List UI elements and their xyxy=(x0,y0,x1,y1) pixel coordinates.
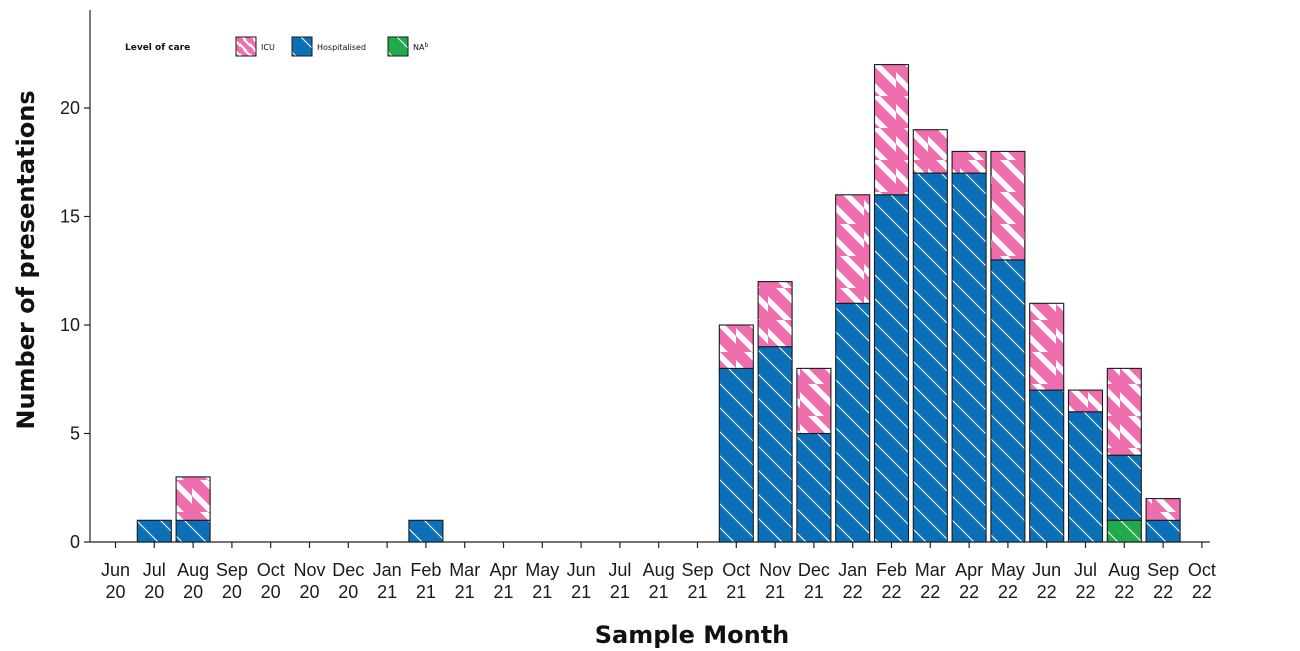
bar-icu-jan-22 xyxy=(835,194,871,304)
legend-swatch-na xyxy=(387,36,409,57)
x-tick-label: Aug 22 xyxy=(1108,560,1140,602)
x-tick-label: Sep 21 xyxy=(681,560,713,602)
legend-label-icu: ICU xyxy=(261,43,275,52)
x-tick-label: Jun 22 xyxy=(1032,560,1061,602)
x-tick-label: Jun 21 xyxy=(567,560,596,602)
x-tick-label: Dec 20 xyxy=(332,560,364,602)
x-axis-title: Sample Month xyxy=(595,621,790,649)
legend-swatch-hospitalised xyxy=(291,36,313,57)
bar-icu-oct-21 xyxy=(718,324,754,369)
y-tick-label: 15 xyxy=(60,207,80,227)
bar-icu-may-22 xyxy=(990,150,1026,261)
x-tick-label: Nov 21 xyxy=(759,560,791,602)
x-tick-label: Jul 22 xyxy=(1074,560,1097,602)
bar-hospitalised-jul-22 xyxy=(1067,411,1104,543)
bar-hospitalised-dec-21 xyxy=(796,432,832,543)
bar-hospitalised-aug-22 xyxy=(1106,454,1142,521)
x-tick-label: Aug 20 xyxy=(177,560,209,602)
x-tick-label: Oct 21 xyxy=(722,560,750,602)
bar-icu-nov-21 xyxy=(757,281,793,348)
x-tick-label: Mar 21 xyxy=(449,560,480,602)
x-tick-label: Jul 21 xyxy=(608,560,631,602)
bar-hospitalised-feb-21 xyxy=(408,519,444,543)
x-tick-label: Jan 22 xyxy=(838,560,867,602)
x-tick-label: Feb 22 xyxy=(876,560,907,602)
x-tick-label: Mar 22 xyxy=(915,560,946,602)
x-tick-label: Jun 20 xyxy=(101,560,130,602)
bar-hospitalised-feb-22 xyxy=(873,194,910,543)
bar-hospitalised-oct-21 xyxy=(718,367,754,543)
y-tick-label: 5 xyxy=(70,424,80,444)
x-tick-label: Apr 22 xyxy=(955,560,983,602)
x-tick-label: May 22 xyxy=(991,560,1025,602)
y-tick-label: 10 xyxy=(60,315,80,335)
bar-hospitalised-jul-20 xyxy=(136,519,172,543)
x-tick-label: Aug 21 xyxy=(643,560,675,602)
x-tick-label: Apr 21 xyxy=(489,560,517,602)
bar-icu-sep-22 xyxy=(1145,498,1181,521)
y-axis-title: Number of presentations xyxy=(12,90,40,429)
y-tick-label: 20 xyxy=(60,98,80,118)
bar-hospitalised-aug-20 xyxy=(175,519,211,543)
bar-hospitalised-sep-22 xyxy=(1145,519,1181,543)
legend: Level of care ICU Hospitalised NAb xyxy=(125,36,428,57)
x-tick-label: Oct 22 xyxy=(1188,560,1216,602)
bar-na-aug-22 xyxy=(1106,519,1142,543)
bar-icu-feb-22 xyxy=(873,64,910,196)
bar-icu-aug-20 xyxy=(175,476,211,521)
legend-title: Level of care xyxy=(125,43,190,53)
x-tick-label: Jan 21 xyxy=(373,560,402,602)
bar-hospitalised-apr-22 xyxy=(951,172,987,543)
bar-icu-jul-22 xyxy=(1067,389,1104,413)
bar-hospitalised-jan-22 xyxy=(835,302,871,543)
bar-icu-dec-21 xyxy=(796,367,832,435)
bar-icu-apr-22 xyxy=(951,150,987,174)
x-tick-label: Oct 20 xyxy=(257,560,285,602)
x-tick-label: Nov 20 xyxy=(293,560,325,602)
bar-icu-jun-22 xyxy=(1029,302,1065,391)
x-tick-label: May 21 xyxy=(525,560,559,602)
bar-icu-mar-22 xyxy=(912,129,948,174)
bar-icu-aug-22 xyxy=(1106,367,1142,456)
x-tick-label: Jul 20 xyxy=(143,560,166,602)
x-tick-label: Feb 21 xyxy=(410,560,441,602)
x-tick-label: Sep 22 xyxy=(1147,560,1179,602)
y-tick-label: 0 xyxy=(70,532,80,552)
x-tick-label: Sep 20 xyxy=(216,560,248,602)
bar-hospitalised-mar-22 xyxy=(912,172,948,543)
bar-hospitalised-nov-21 xyxy=(757,346,793,543)
bar-hospitalised-may-22 xyxy=(990,259,1026,543)
legend-swatch-icu xyxy=(235,36,257,57)
x-tick-label: Dec 21 xyxy=(798,560,830,602)
bar-hospitalised-jun-22 xyxy=(1029,389,1065,543)
legend-label-na: NAb xyxy=(413,42,428,52)
legend-label-hospitalised: Hospitalised xyxy=(317,43,366,52)
